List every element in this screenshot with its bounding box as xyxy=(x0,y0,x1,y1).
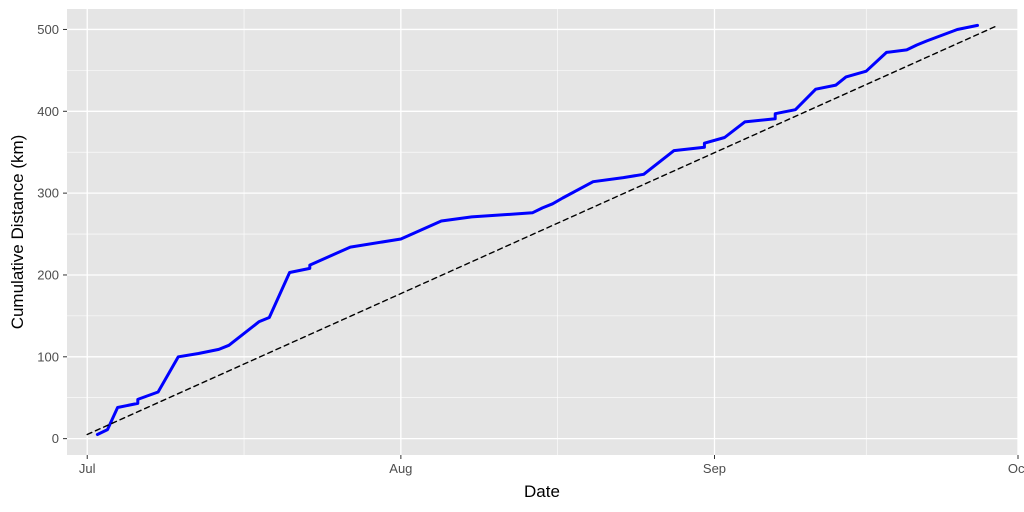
grid-minor xyxy=(67,9,1018,455)
x-tick-label: Jul xyxy=(79,461,96,476)
x-tick-label: Aug xyxy=(389,461,412,476)
y-tick-label: 300 xyxy=(37,186,59,201)
y-axis-title: Cumulative Distance (km) xyxy=(8,135,27,330)
x-tick-label: Sep xyxy=(703,461,726,476)
y-tick-label: 0 xyxy=(52,431,59,446)
y-tick-label: 100 xyxy=(37,349,59,364)
y-tick-label: 200 xyxy=(37,267,59,282)
y-tick-label: 500 xyxy=(37,22,59,37)
reference-line xyxy=(86,24,999,436)
panel-background xyxy=(67,9,1018,455)
x-axis-title: Date xyxy=(524,482,560,501)
grid-major xyxy=(67,9,1019,455)
x-tick-label: Oct xyxy=(1008,461,1024,476)
y-tick-label: 400 xyxy=(37,104,59,119)
cumulative-distance-line xyxy=(95,23,979,436)
series-layer xyxy=(86,23,999,436)
y-axis: 0 100 200 300 400 500 xyxy=(37,22,67,446)
x-axis: Jul Aug Sep Oct xyxy=(79,455,1024,476)
